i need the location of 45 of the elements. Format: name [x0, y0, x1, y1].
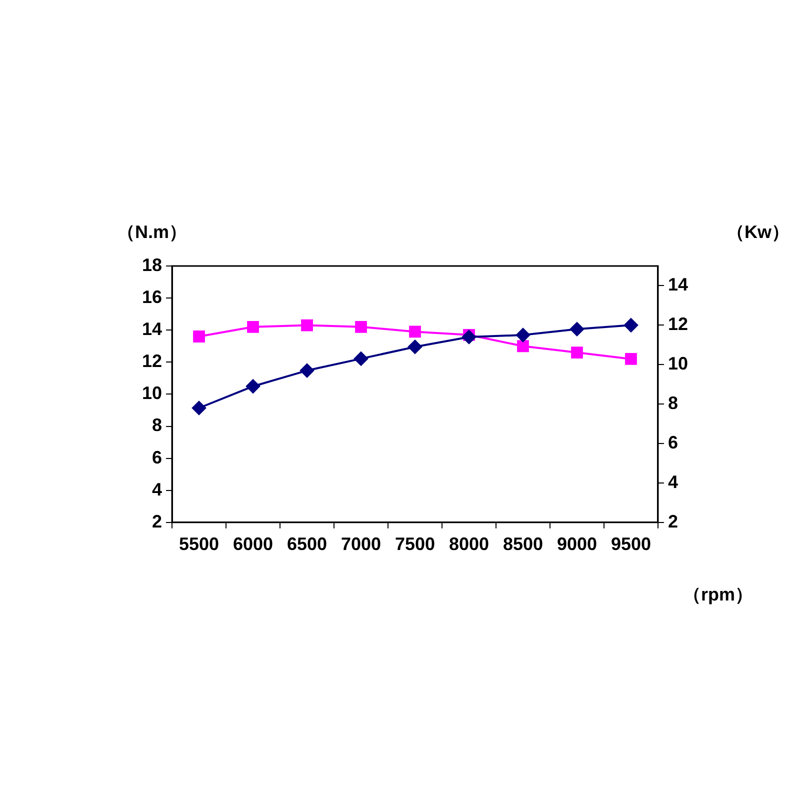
point: [193, 330, 205, 342]
x-tick-label: 6500: [286, 534, 328, 554]
y2-tick-label: 2: [668, 511, 678, 532]
point: [516, 328, 530, 342]
point: [409, 326, 421, 338]
x-tick-label: 7000: [340, 534, 382, 554]
y-tick-label: 2: [152, 511, 162, 532]
y-tick-label: 12: [142, 351, 162, 372]
point: [301, 319, 313, 332]
point: [354, 352, 368, 366]
point: [624, 318, 638, 332]
point: [246, 379, 260, 394]
x-tick-label: 6000: [232, 534, 274, 554]
point: [408, 340, 422, 354]
x-axis-title: （rpm）: [682, 584, 753, 604]
y2-tick-label: 4: [668, 472, 678, 492]
y-tick-label: 8: [152, 415, 162, 436]
y-tick-label: 14: [142, 319, 162, 340]
y2-tick-label: 10: [668, 354, 688, 374]
point: [355, 320, 367, 333]
point: [517, 340, 529, 352]
y2-axis-title: （Kw）: [726, 222, 790, 242]
x-tick-label: 8500: [502, 534, 544, 554]
x-tick-label: 9000: [556, 534, 598, 554]
y-axis-title: （N.m）: [117, 222, 188, 242]
y-tick-label: 10: [142, 383, 162, 404]
x-tick-label: 9500: [610, 534, 652, 554]
y2-tick-label: 8: [668, 393, 678, 414]
point: [192, 401, 206, 416]
y2-tick-label: 14: [668, 274, 688, 295]
point: [247, 320, 259, 333]
x-tick-label: 8000: [448, 534, 490, 554]
point: [570, 322, 584, 336]
point: [571, 346, 583, 358]
point: [462, 330, 476, 344]
y2-tick-label: 6: [668, 432, 678, 452]
y2-tick-label: 12: [668, 314, 688, 334]
y-tick-label: 6: [152, 447, 162, 468]
y-tick-label: 18: [142, 254, 162, 275]
x-tick-label: 5500: [178, 534, 220, 554]
point: [625, 352, 637, 365]
point: [300, 364, 314, 378]
x-tick-label: 7500: [394, 534, 436, 554]
y-tick-label: 16: [142, 287, 162, 308]
y-tick-label: 4: [152, 479, 162, 500]
